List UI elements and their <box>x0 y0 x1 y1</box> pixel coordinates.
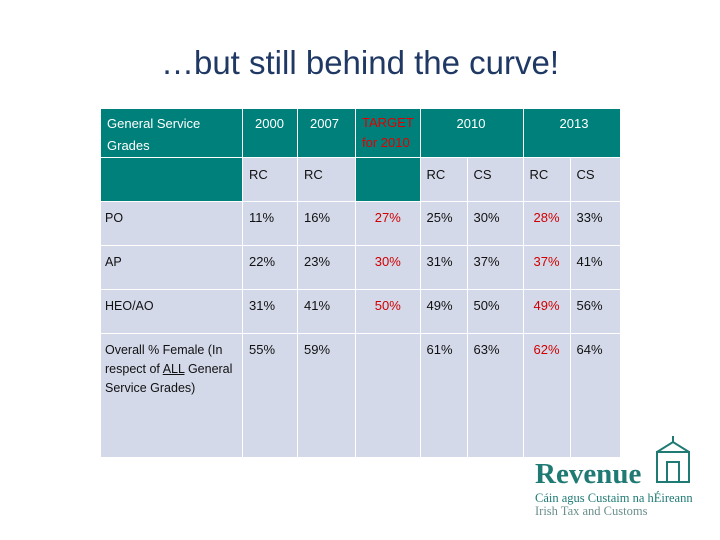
data-row: PO 11% 16% 27% 25% 30% 28% 33% <box>100 201 621 246</box>
data-cell: 33% <box>569 201 621 246</box>
logo-name: Revenue <box>535 458 642 490</box>
data-cell: 25% <box>419 201 468 246</box>
data-cell: 37% <box>466 245 524 290</box>
data-cell: 49% <box>522 289 571 334</box>
data-cell: 30% <box>466 201 524 246</box>
data-row: AP 22% 23% 30% 31% 37% 37% 41% <box>100 245 621 290</box>
slide-title: …but still behind the curve! <box>160 44 560 81</box>
header-row: General Service Grades 2000 2007 TARGET for… <box>100 108 621 158</box>
data-cell: 50% <box>355 289 421 334</box>
label-part: Overall % Female (In respect of <box>105 343 223 376</box>
subheader-cell: CS <box>569 157 621 202</box>
data-cell: 62% <box>522 333 571 458</box>
label-part: General Service Grades) <box>105 362 233 395</box>
header-cell: 2013 <box>522 108 621 158</box>
subheader-cell <box>355 157 421 202</box>
logo-english: Irish Tax and Customs <box>535 504 648 518</box>
subheader-cell: RC <box>242 157 298 202</box>
data-cell: 63% <box>466 333 524 458</box>
row-label: PO <box>100 201 243 246</box>
data-table: General Service Grades 2000 2007 TARGET for… <box>100 108 621 458</box>
data-cell: 41% <box>569 245 621 290</box>
data-row: Overall % Female (In respect of ALL Gene… <box>100 333 621 458</box>
data-cell: 23% <box>297 245 356 290</box>
data-cell: 31% <box>242 289 298 334</box>
data-cell: 41% <box>297 289 356 334</box>
data-cell: 31% <box>419 245 468 290</box>
header-cell: 2007 <box>297 108 356 158</box>
data-cell: 49% <box>419 289 468 334</box>
header-cell: General Service Grades <box>100 108 243 158</box>
subheader-cell: RC <box>297 157 356 202</box>
data-cell: 28% <box>522 201 571 246</box>
revenue-logo: Revenue Cáin agus Custaim na hÉireann Ir… <box>533 436 720 526</box>
data-cell: 11% <box>242 201 298 246</box>
data-cell <box>355 333 421 458</box>
subheader-cell: RC <box>522 157 571 202</box>
data-cell: 16% <box>297 201 356 246</box>
subheader-cell: RC <box>419 157 468 202</box>
label-part: ALL <box>162 362 185 376</box>
row-label: Overall % Female (In respect of ALL Gene… <box>100 333 243 458</box>
data-cell: 37% <box>522 245 571 290</box>
row-label: HEO/AO <box>100 289 243 334</box>
logo-icon <box>656 436 690 483</box>
data-cell: 61% <box>419 333 468 458</box>
header-cell: 2000 <box>242 108 298 158</box>
data-cell: 56% <box>569 289 621 334</box>
row-label: AP <box>100 245 243 290</box>
data-cell: 22% <box>242 245 298 290</box>
header-cell: TARGET for 2010 <box>355 108 421 158</box>
data-cell: 30% <box>355 245 421 290</box>
data-row: HEO/AO 31% 41% 50% 49% 50% 49% 56% <box>100 289 621 334</box>
data-cell: 64% <box>569 333 621 458</box>
logo-irish: Cáin agus Custaim na hÉireann <box>535 491 693 505</box>
header-cell: 2010 <box>419 108 524 158</box>
subheader-row: RC RC RC CS RC CS <box>100 157 621 202</box>
data-cell: 59% <box>297 333 356 458</box>
data-cell: 27% <box>355 201 421 246</box>
data-cell: 55% <box>242 333 298 458</box>
subheader-cell <box>100 157 243 202</box>
data-cell: 50% <box>466 289 524 334</box>
subheader-cell: CS <box>466 157 524 202</box>
